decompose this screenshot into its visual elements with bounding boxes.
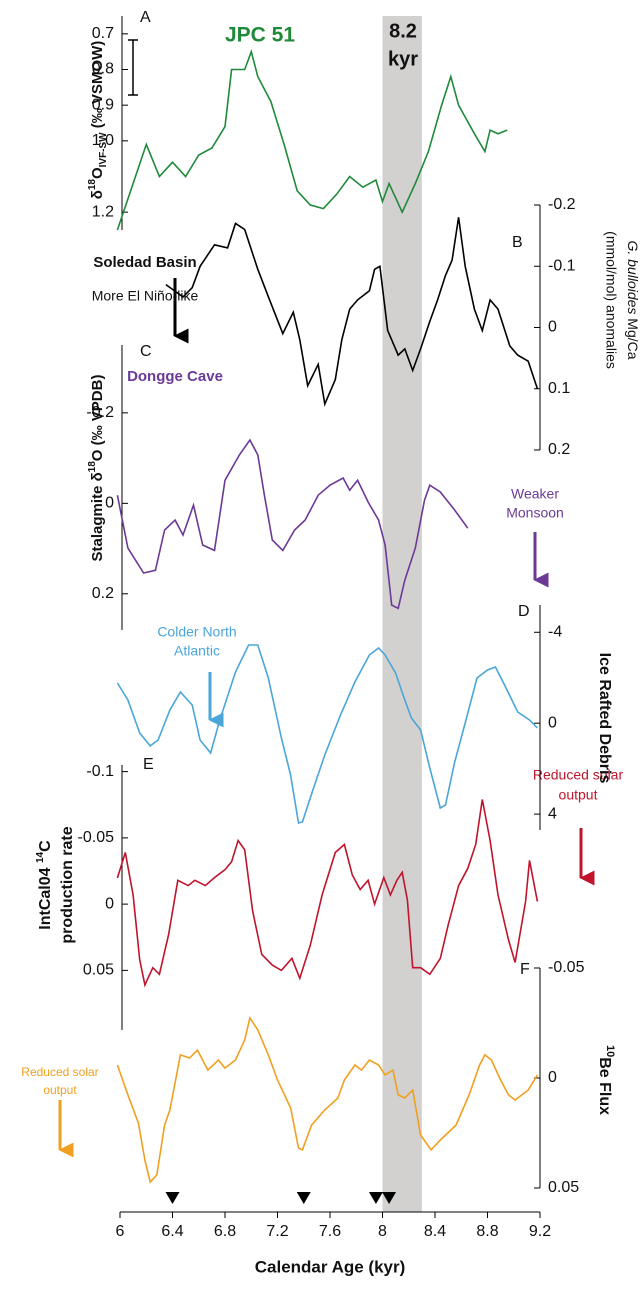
panel-title: Soledad Basin xyxy=(93,254,196,271)
y-tick-label: 0 xyxy=(105,895,114,912)
annotation: Reduced solar xyxy=(21,1065,98,1079)
y-label: production rate xyxy=(59,826,76,943)
y-tick-label: 0.2 xyxy=(548,441,570,458)
x-tick-label: 6.4 xyxy=(161,1223,183,1240)
y-tick-label: 1.0 xyxy=(92,132,114,149)
data-line xyxy=(165,217,539,407)
y-tick-label: 0.05 xyxy=(548,1179,579,1196)
panel-title: JPC 51 xyxy=(225,24,295,47)
y-label-part: 18 xyxy=(87,179,98,191)
data-line xyxy=(116,49,508,231)
y-tick-label: -0.1 xyxy=(548,257,576,274)
annotation: Reduced solar xyxy=(533,767,624,783)
scale-bar xyxy=(128,39,138,96)
y-tick-label: 0.05 xyxy=(83,962,114,979)
data-line xyxy=(116,438,469,610)
y-label-part: Mg/Ca xyxy=(625,314,641,359)
y-tick-label: -0.2 xyxy=(86,404,114,421)
x-label: Calendar Age (kyr) xyxy=(255,1257,406,1276)
y-tick-label: 0.7 xyxy=(92,25,114,42)
y-label-part: Stalagmite δ xyxy=(89,472,106,561)
event-marker xyxy=(165,1192,180,1204)
panel-letter: D xyxy=(518,603,530,620)
y-tick-label: 1.2 xyxy=(92,203,114,220)
y-label: 10Be Flux xyxy=(596,1045,616,1115)
y-tick-label: 0 xyxy=(105,495,114,512)
x-tick-label: 8.4 xyxy=(424,1223,446,1240)
annotation: Monsoon xyxy=(506,505,564,521)
y-label-part: C xyxy=(37,840,54,852)
y-tick-label: -0.05 xyxy=(78,829,115,846)
panel-title: Dongge Cave xyxy=(127,368,223,385)
y-tick-label: 0 xyxy=(548,319,557,336)
event-marker xyxy=(382,1192,397,1204)
annotation: Weaker xyxy=(511,486,559,502)
x-tick-label: 9.2 xyxy=(529,1223,551,1240)
y-label: G. bulloides Mg/Ca xyxy=(625,240,641,359)
y-label-part: G. bulloides xyxy=(625,240,641,314)
y-tick-label: 4 xyxy=(548,805,557,822)
y-label: Stalagmite δ18O (‰ VPDB) xyxy=(87,375,106,562)
data-line xyxy=(116,644,538,824)
y-label-part: O (‰ VPDB) xyxy=(89,375,106,462)
y-tick-label: 0.8 xyxy=(92,61,114,78)
y-label: IntCal04 14C xyxy=(35,840,54,930)
y-label-part: 14 xyxy=(35,851,46,863)
annotation: output xyxy=(559,787,598,803)
y-label-part: (‰ VSMOW) xyxy=(89,41,106,133)
y-tick-label: 0.9 xyxy=(92,96,114,113)
x-tick-label: 8 xyxy=(378,1223,387,1240)
y-tick-label: 0.2 xyxy=(92,585,114,602)
x-tick-label: 7.6 xyxy=(319,1223,341,1240)
y-tick-label: -0.1 xyxy=(86,763,114,780)
y-tick-label: 0 xyxy=(548,1069,557,1086)
y-tick-label: -0.2 xyxy=(548,196,576,213)
highlight-band xyxy=(382,16,422,1212)
y-label-part: 18 xyxy=(87,461,98,473)
y-label: (mmol/mol) anomalies xyxy=(603,231,619,369)
y-label-part: O xyxy=(89,167,106,179)
band-label: kyr xyxy=(388,48,418,70)
x-tick-label: 7.2 xyxy=(266,1223,288,1240)
annotation: Atlantic xyxy=(174,643,220,659)
band-label: 8.2 xyxy=(389,20,417,42)
annotation: More El Niño-like xyxy=(92,288,199,304)
event-marker xyxy=(296,1192,311,1204)
y-label: δ18OIVF-SW (‰ VSMOW) xyxy=(87,41,109,200)
panel-letter: C xyxy=(140,343,152,360)
panel-letter: A xyxy=(140,9,151,26)
x-tick-label: 6 xyxy=(116,1223,125,1240)
panel-letter: E xyxy=(143,756,154,773)
annotation: output xyxy=(43,1083,77,1097)
panel-letter: B xyxy=(512,234,523,251)
panel-letter: F xyxy=(520,961,530,978)
y-label: Ice Rafted Debris xyxy=(596,653,613,784)
y-label-part: IVF-SW xyxy=(98,132,109,168)
y-label-part: IntCal04 xyxy=(37,863,54,930)
y-tick-label: 0 xyxy=(548,714,557,731)
event-marker xyxy=(368,1192,383,1204)
y-label-part: Be Flux xyxy=(596,1057,613,1115)
x-tick-label: 6.8 xyxy=(214,1223,236,1240)
data-line xyxy=(116,799,539,988)
y-label-part: δ xyxy=(89,190,106,199)
annotation: Colder North xyxy=(157,624,236,640)
y-tick-label: -4 xyxy=(548,623,562,640)
y-label-part: 10 xyxy=(604,1045,616,1057)
x-tick-label: 8.8 xyxy=(476,1223,498,1240)
data-line xyxy=(116,1015,539,1184)
y-tick-label: 0.1 xyxy=(548,380,570,397)
y-tick-label: -0.05 xyxy=(548,959,585,976)
